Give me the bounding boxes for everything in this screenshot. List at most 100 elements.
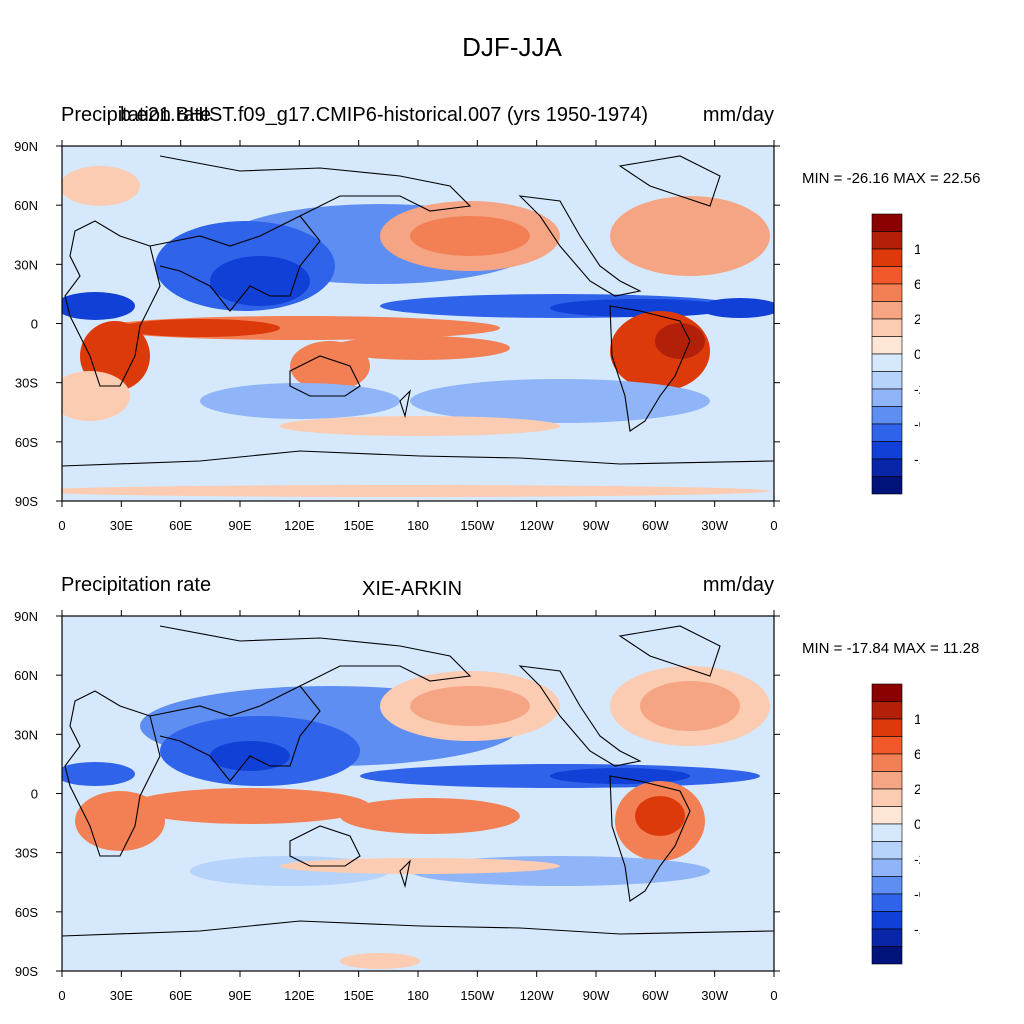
colorbar-box — [871, 441, 903, 460]
colorbar-box — [871, 458, 903, 477]
y-tick-label: 30N — [14, 727, 38, 742]
x-tick-label: 90E — [228, 518, 251, 533]
colorbar-box — [871, 213, 903, 232]
x-tick-label: 30E — [110, 518, 133, 533]
colorbar-box — [871, 753, 903, 772]
colorbar-box — [871, 353, 903, 372]
precip-field — [62, 166, 774, 497]
x-tick-label: 90W — [583, 988, 610, 1003]
panel-center-label: b.e21.BHIST.f09_g17.CMIP6-historical.007… — [120, 104, 649, 126]
x-tick-label: 60W — [642, 518, 669, 533]
colorbar-box — [871, 266, 903, 285]
colorbar-box — [871, 701, 903, 720]
colorbar-box — [871, 406, 903, 425]
colorbar-box — [871, 248, 903, 267]
axis-ticks: 90N 60N 30N 0 30S 60S 90S 0 30E 60E 90E 120E 150E 180… — [14, 609, 780, 1003]
colorbar: 14 6 2 0 -2 -6 -14 — [871, 683, 920, 965]
x-tick-label: 180 — [407, 988, 429, 1003]
colorbar: 14 6 2 0 -2 -6 -14 — [871, 213, 920, 495]
x-tick-label: 0 — [58, 518, 65, 533]
x-tick-label: 30W — [701, 518, 728, 533]
colorbar-label: -6 — [914, 416, 920, 432]
x-tick-label: 0 — [58, 988, 65, 1003]
colorbar-box — [871, 301, 903, 320]
colorbar-label: 14 — [914, 241, 920, 257]
x-tick-label: 30E — [110, 988, 133, 1003]
x-tick-label: 120E — [284, 518, 315, 533]
colorbar-label: 6 — [914, 746, 920, 762]
colorbar-box — [871, 946, 903, 965]
x-tick-label: 90E — [228, 988, 251, 1003]
x-tick-label: 120W — [520, 518, 555, 533]
colorbar-box — [871, 231, 903, 250]
colorbar-box — [871, 911, 903, 930]
colorbar-box — [871, 893, 903, 912]
colorbar-box — [871, 423, 903, 442]
panel-left-label: Precipitation rate — [61, 574, 212, 596]
panel-center-label: XIE-ARKIN — [362, 578, 463, 600]
colorbar-box — [871, 683, 903, 702]
x-tick-label: 150E — [343, 988, 374, 1003]
precip-map: 90N 60N 30N 0 30S 60S 90S 0 30E 60E 90E 120E 150E 180… — [14, 609, 780, 1003]
colorbar-label: -14 — [914, 921, 920, 937]
colorbar-box — [871, 318, 903, 337]
coastlines — [62, 625, 774, 937]
y-tick-label: 90S — [15, 964, 38, 979]
y-tick-label: 90N — [14, 139, 38, 154]
y-tick-label: 60N — [14, 668, 38, 683]
y-tick-label: 0 — [31, 787, 38, 802]
colorbar-box — [871, 928, 903, 947]
colorbar-box — [871, 718, 903, 737]
figure-title: DJF-JJA — [462, 32, 562, 62]
colorbar-label: 0 — [914, 816, 920, 832]
x-tick-label: 0 — [770, 518, 777, 533]
x-tick-label: 150W — [460, 518, 495, 533]
x-tick-label: 150W — [460, 988, 495, 1003]
colorbar-box — [871, 336, 903, 355]
colorbar-label: -6 — [914, 886, 920, 902]
colorbar-label: -14 — [914, 451, 920, 467]
colorbar-box — [871, 788, 903, 807]
x-tick-label: 60W — [642, 988, 669, 1003]
y-tick-label: 30N — [14, 257, 38, 272]
colorbar-box — [871, 876, 903, 895]
y-tick-label: 60S — [15, 905, 38, 920]
colorbar-label: -2 — [914, 851, 920, 867]
colorbar-box — [871, 771, 903, 790]
x-tick-label: 120W — [520, 988, 555, 1003]
min-max-readout: MIN = -17.84 MAX = 11.28 — [802, 640, 980, 657]
x-tick-label: 60E — [169, 988, 192, 1003]
panel-right-label: mm/day — [702, 574, 774, 596]
panel-left-label: Precipitation rate — [61, 104, 212, 126]
colorbar-label: 2 — [914, 781, 920, 797]
colorbar-label: 6 — [914, 276, 920, 292]
x-tick-label: 60E — [169, 518, 192, 533]
y-tick-label: 30S — [15, 846, 38, 861]
y-tick-label: 30S — [15, 376, 38, 391]
min-max-readout: MIN = -26.16 MAX = 22.56 — [802, 170, 981, 187]
precip-field — [62, 666, 770, 969]
colorbar-box — [871, 371, 903, 390]
colorbar-label: 2 — [914, 311, 920, 327]
y-tick-label: 90N — [14, 609, 38, 624]
y-tick-label: 60S — [15, 435, 38, 450]
x-tick-label: 0 — [770, 988, 777, 1003]
x-tick-label: 180 — [407, 518, 429, 533]
y-tick-label: 90S — [15, 494, 38, 509]
axis-ticks: 90N 60N 30N 0 30S 60S 90S 0 30E 60E 90E 120E 150E 180… — [14, 139, 780, 533]
y-tick-label: 0 — [31, 317, 38, 332]
colorbar-box — [871, 858, 903, 877]
colorbar-box — [871, 476, 903, 495]
colorbar-box — [871, 841, 903, 860]
panel-right-label: mm/day — [702, 104, 774, 126]
x-tick-label: 30W — [701, 988, 728, 1003]
colorbar-box — [871, 736, 903, 755]
y-tick-label: 60N — [14, 198, 38, 213]
colorbar-label: 0 — [914, 346, 920, 362]
colorbar-label: 14 — [914, 711, 920, 727]
colorbar-label: -2 — [914, 381, 920, 397]
precip-map: 90N 60N 30N 0 30S 60S 90S 0 30E 60E 90E 120E 150E 180… — [14, 139, 780, 533]
colorbar-box — [871, 823, 903, 842]
x-tick-label: 120E — [284, 988, 315, 1003]
coastlines — [62, 155, 774, 467]
